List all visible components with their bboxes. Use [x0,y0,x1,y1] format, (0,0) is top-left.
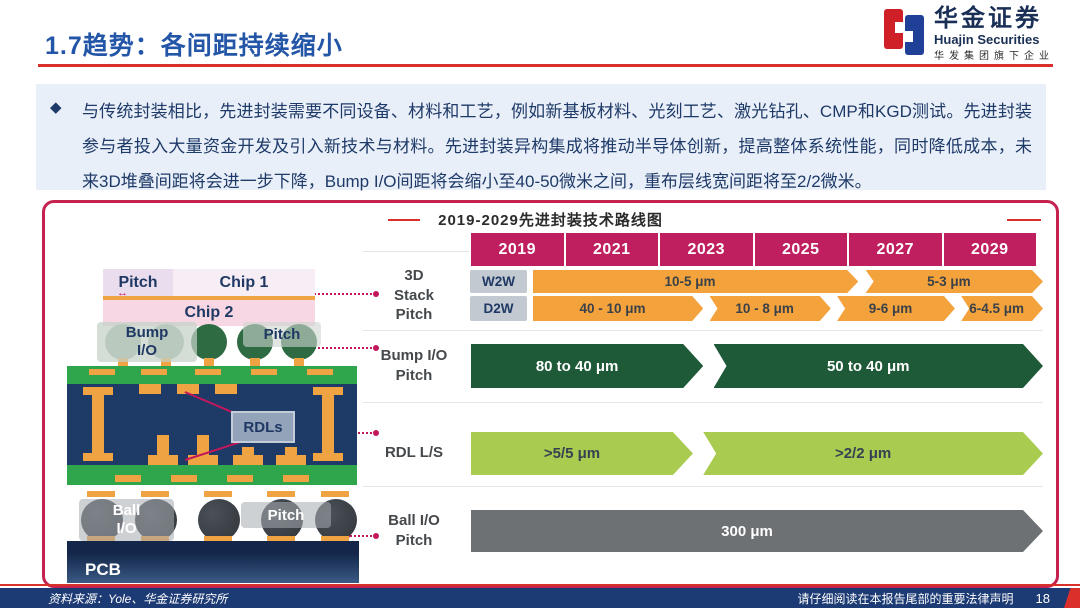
via-cap [313,453,343,461]
year-cell: 2029 [943,233,1036,266]
bump-stem [161,358,171,372]
row-separator [363,402,1043,403]
row-label-ball-io: Ball I/O Pitch [388,512,440,549]
bump-stem [204,358,214,372]
track-tag-W2W: W2W [470,270,527,293]
roadmap-segment: 6-4.5 μm [961,296,1043,321]
ball-io-label: Ball I/O [79,499,174,541]
title-underline [38,64,1053,67]
ball-pad [87,491,115,497]
chip-pitch-label: Pitch [103,269,173,296]
pad [307,369,333,375]
roadmap-segment: 10-5 μm [533,270,858,293]
ball-pad [321,491,349,497]
title-dash-left [388,219,420,221]
bump-pitch-label: Pitch [243,322,321,347]
year-cell: 2027 [849,233,942,266]
roadmap-chart: 2019-2029先进封装技术路线图 2019 2021 2023 2025 2027 2… [42,200,1059,588]
via [322,387,334,457]
footer-source: 资料来源：Yole、华金证券研究所 [48,591,228,606]
chip1-box: Chip 1 [173,269,315,296]
substrate-top [67,366,357,384]
row-separator [363,330,1043,331]
footer-end-accent [1064,588,1080,608]
substrate-bottom [67,465,357,485]
rdl-tab [139,384,161,394]
pad [115,475,141,482]
ball-pad [141,491,169,497]
bump-stem [250,358,260,372]
pad [89,369,115,375]
footer-legal-notice: 请仔细阅读在本报告尾部的重要法律声明 [797,591,1014,606]
row-separator [363,251,469,252]
roadmap-segment: 300 μm [471,510,1043,552]
logo-subtitle: 华发集团旗下企业 [934,51,1054,62]
rdl-tab [177,384,199,394]
year-cell: 2019 [471,233,564,266]
roadmap-segment: 5-3 μm [866,270,1043,293]
roadmap-segment: >2/2 μm [703,432,1043,475]
row-label-bump-io: Bump I/O Pitch [380,347,448,384]
intro-panel: ◆ 与传统封装相比，先进封装需要不同设备、材料和工艺，例如新基板材料、光刻工艺、… [36,84,1046,191]
rdl-base [276,455,306,465]
page-title: 1.7趋势：各间距持续缩小 [45,32,343,60]
intro-text: 与传统封装相比，先进封装需要不同设备、材料和工艺，例如新基板材料、光刻工艺、激光… [82,102,1032,191]
chart-title: 2019-2029先进封装技术路线图 [438,212,663,229]
bump-stem [294,358,304,372]
footer-page-number: 18 [1035,590,1050,606]
pad [141,369,167,375]
title-dash-right [1007,219,1041,221]
row-separator [363,486,1043,487]
rdl-stem [157,435,169,459]
bump-ball [191,324,227,360]
rdls-box: RDLs [231,411,295,443]
bump-io-label: Bump I/O [97,322,197,362]
via [92,387,104,457]
row-label-rdl-ls: RDL L/S [384,444,444,461]
ball-pad [267,536,295,541]
roadmap-segment: 80 to 40 μm [471,344,703,388]
bond-line [103,296,315,300]
pad [227,475,253,482]
bump-stem [118,358,128,372]
year-cell: 2025 [754,233,847,266]
roadmap-segment: >5/5 μm [471,432,693,475]
roadmap-segment: 40 - 10 μm [533,296,703,321]
via-cap [83,453,113,461]
huajin-logo-icon [884,9,926,55]
ball-pad [267,491,295,497]
pcb-slab: PCB [67,541,359,583]
pad [283,475,309,482]
year-cell: 2021 [565,233,658,266]
roadmap-segment: 9-6 μm [837,296,955,321]
diamond-bullet-icon: ◆ [50,99,62,116]
ball-pad [321,536,349,541]
year-cell: 2023 [660,233,753,266]
roadmap-segment: 10 - 8 μm [710,296,831,321]
rdl-tab [215,384,237,394]
logo-en-name: Huajin Securities [934,32,1040,47]
company-logo: 华金证券 Huajin Securities 华发集团旗下企业 [884,6,1054,64]
ball-pitch-label: Pitch [241,502,331,528]
roadmap-segment: 50 to 40 μm [714,344,1043,388]
logo-cn-name: 华金证券 [934,5,1042,32]
track-tag-D2W: D2W [470,296,527,321]
footer-bar: 资料来源：Yole、华金证券研究所 请仔细阅读在本报告尾部的重要法律声明 18 [0,588,1080,608]
bga-ball [198,499,240,541]
row-label-3d-stack: 3D Stack Pitch [393,267,435,323]
pitch-arrow-icon: ↔ [117,287,128,299]
footer-rule [0,584,1080,586]
rdl-base [148,455,178,465]
rdl-base [188,455,218,465]
ball-pad [204,536,232,541]
ball-pad [204,491,232,497]
pad [171,475,197,482]
pad [195,369,221,375]
rdl-base [233,455,263,465]
chip2-box: Chip 2 [103,300,315,326]
pad [251,369,277,375]
